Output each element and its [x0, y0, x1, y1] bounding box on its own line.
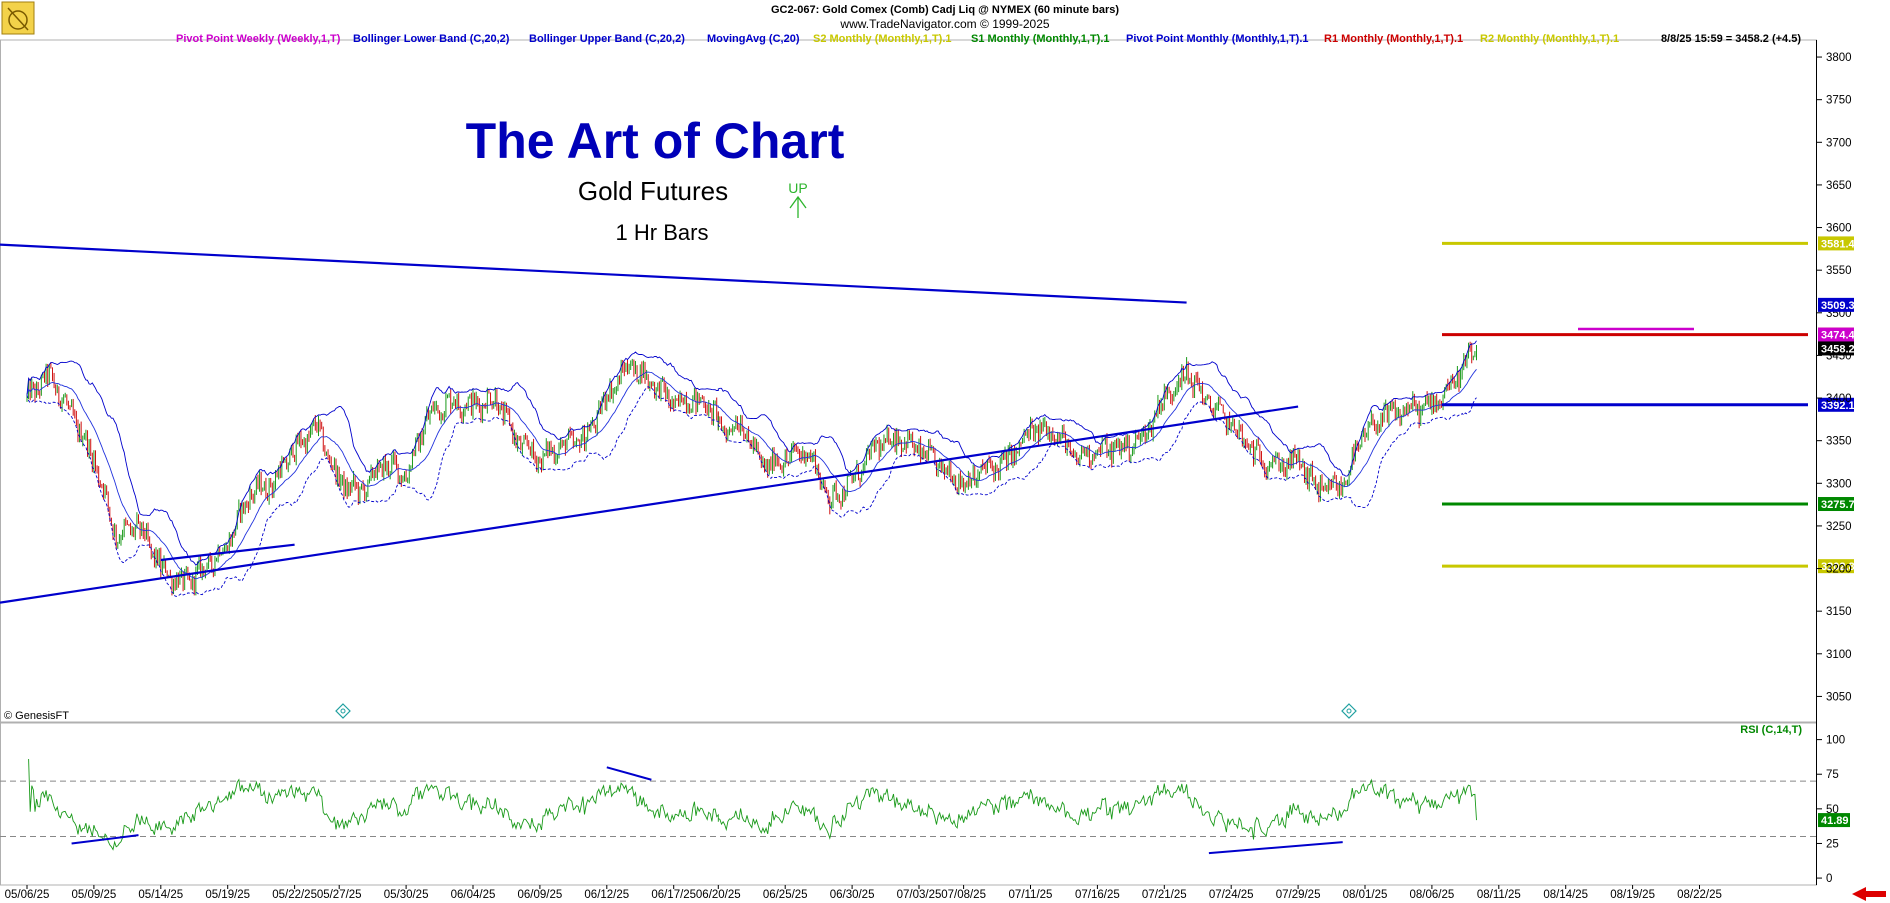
date-tick-label: 05/27/25 [317, 889, 362, 901]
price-tick-label: 3800 [1826, 52, 1852, 64]
date-tick-label: 08/19/25 [1610, 889, 1655, 901]
date-tick-label: 06/12/25 [584, 889, 629, 901]
date-tick-label: 05/14/25 [138, 889, 183, 901]
date-tick-label: 06/25/25 [763, 889, 808, 901]
date-tick-label: 08/11/25 [1477, 889, 1521, 901]
date-tick-label: 07/11/25 [1009, 889, 1053, 901]
price-tick-label: 3200 [1826, 564, 1852, 576]
copyright-label: © GenesisFT [4, 710, 69, 722]
date-tick-label: 06/20/25 [696, 889, 741, 901]
date-tick-label: 08/01/25 [1343, 889, 1388, 901]
price-tick-label: 3300 [1826, 478, 1852, 490]
price-tick-label: 3550 [1826, 265, 1852, 277]
date-tick-label: 08/06/25 [1410, 889, 1455, 901]
date-tick-label: 05/06/25 [5, 889, 50, 901]
date-axis: 05/06/25 05/09/25 05/14/25 05/19/25 05/22/25… [5, 885, 1722, 901]
date-tick-label: 06/30/25 [830, 889, 875, 901]
rsi-panel-frame [1, 723, 1817, 885]
up-signal-label: UP [788, 180, 807, 196]
app-logo[interactable] [2, 2, 34, 34]
rsi-tick-label: 100 [1826, 735, 1845, 747]
chart-headline: The Art of Chart [466, 113, 845, 169]
legend-item: Pivot Point Weekly (Weekly,1,T) [176, 33, 341, 45]
price-tick-label: 3400 [1826, 393, 1852, 405]
scroll-right-arrow-icon[interactable] [1848, 887, 1888, 901]
date-tick-label: 06/17/25 [651, 889, 696, 901]
legend-item: R2 Monthly (Monthly,1,T).1 [1480, 33, 1619, 45]
legend-row: Pivot Point Weekly (Weekly,1,T) Bollinger… [176, 33, 1619, 45]
legend-item: Pivot Point Monthly (Monthly,1,T).1 [1126, 33, 1309, 45]
date-tick-label: 06/04/25 [451, 889, 496, 901]
price-axis: 3050310031503200325033003350340034503500… [1816, 52, 1852, 885]
chart-header-title: GC2-067: Gold Comex (Comb) Cadj Liq @ NY… [771, 4, 1119, 16]
date-tick-label: 07/21/25 [1142, 889, 1187, 901]
price-tick-label: 3150 [1826, 606, 1852, 618]
date-tick-label: 05/09/25 [72, 889, 117, 901]
date-tick-label: 05/22/25 [272, 889, 317, 901]
date-tick-label: 07/16/25 [1075, 889, 1120, 901]
level-price-label: 3581.4 [1821, 238, 1856, 250]
price-tag-label: 3458.2 [1821, 343, 1855, 355]
price-tick-label: 3750 [1826, 95, 1852, 107]
date-tick-label: 06/09/25 [518, 889, 563, 901]
price-panel-frame [1, 40, 1817, 722]
legend-item: S1 Monthly (Monthly,1,T).1 [971, 33, 1110, 45]
legend-item: Bollinger Lower Band (C,20,2) [353, 33, 510, 45]
date-tick-label: 05/30/25 [384, 889, 429, 901]
price-tick-label: 3350 [1826, 436, 1852, 448]
legend-item: S2 Monthly (Monthly,1,T).1 [813, 33, 952, 45]
rsi-tick-label: 75 [1826, 769, 1839, 781]
price-tick-label: 3650 [1826, 180, 1852, 192]
rsi-tick-label: 25 [1826, 838, 1839, 850]
chart-header-status: 8/8/25 15:59 = 3458.2 (+4.5) [1661, 33, 1801, 45]
rsi-tick-label: 50 [1826, 804, 1839, 816]
date-tick-label: 07/08/25 [941, 889, 986, 901]
date-tick-label: 05/19/25 [205, 889, 250, 901]
price-tick-label: 3600 [1826, 223, 1852, 235]
price-tag-label: 3509.3 [1821, 300, 1855, 312]
chart-header-site: www.TradeNavigator.com © 1999-2025 [839, 17, 1049, 31]
rsi-value-label: 41.89 [1821, 815, 1849, 827]
rsi-label: RSI (C,14,T) [1740, 724, 1802, 736]
legend-item: MovingAvg (C,20) [707, 33, 800, 45]
chart-timeframe: 1 Hr Bars [616, 220, 709, 245]
date-tick-label: 07/29/25 [1276, 889, 1321, 901]
legend-item: Bollinger Upper Band (C,20,2) [529, 33, 685, 45]
rsi-tick-label: 0 [1826, 873, 1832, 885]
price-tag-label: 3474.4 [1821, 330, 1856, 342]
chart-subtitle: Gold Futures [578, 176, 728, 206]
price-tick-label: 3100 [1826, 649, 1852, 661]
date-tick-label: 08/14/25 [1543, 889, 1588, 901]
legend-item: R1 Monthly (Monthly,1,T).1 [1324, 33, 1463, 45]
price-tick-label: 3050 [1826, 691, 1852, 703]
price-tick-label: 3250 [1826, 521, 1852, 533]
level-price-label: 3275.7 [1821, 499, 1855, 511]
date-tick-label: 08/22/25 [1677, 889, 1722, 901]
price-tick-label: 3700 [1826, 137, 1852, 149]
date-tick-label: 07/03/25 [897, 889, 942, 901]
date-tick-label: 07/24/25 [1209, 889, 1254, 901]
